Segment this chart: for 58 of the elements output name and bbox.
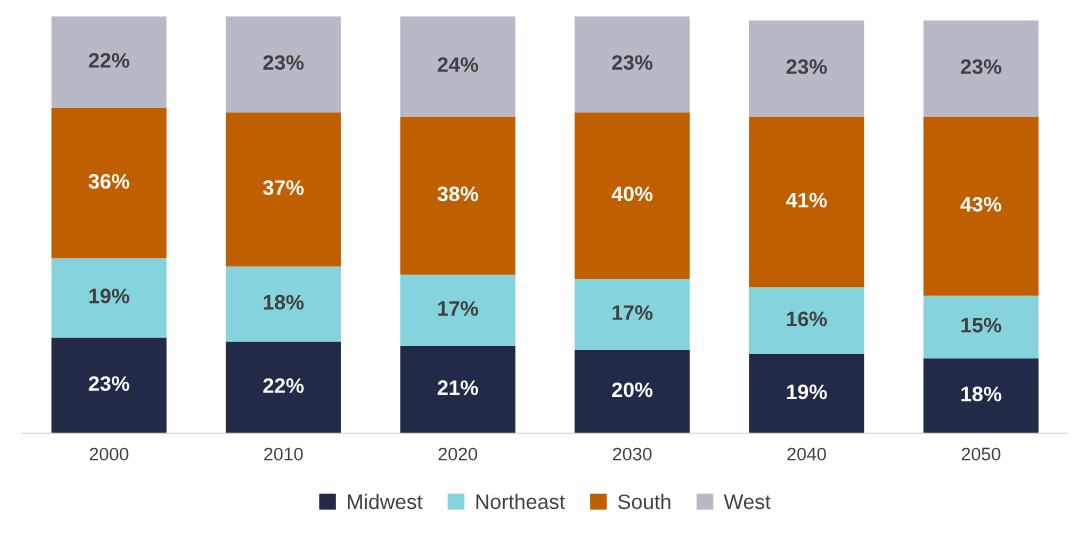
- data-label: 19%: [89, 288, 130, 304]
- bar: [51, 337, 167, 434]
- x-tick-label: 2040: [787, 447, 826, 461]
- data-label: 36%: [88, 173, 130, 189]
- bar: [749, 287, 865, 355]
- data-label: 18%: [961, 386, 1002, 402]
- data-label: 37%: [263, 180, 304, 195]
- data-label: 43%: [960, 196, 1002, 212]
- bar: [923, 20, 1039, 117]
- data-label: 22%: [88, 53, 130, 68]
- data-label: 15%: [961, 317, 1002, 333]
- data-label: 22%: [263, 378, 304, 393]
- bar: [225, 112, 341, 267]
- x-tick-label: 2010: [264, 447, 303, 461]
- data-label: 24%: [437, 57, 479, 72]
- data-label: 23%: [786, 59, 827, 75]
- data-label: 23%: [263, 55, 304, 70]
- bar: [574, 349, 690, 434]
- data-label: 16%: [787, 311, 827, 327]
- legend-label: West: [723, 494, 771, 510]
- bar: [400, 345, 516, 434]
- bar: [923, 358, 1039, 434]
- x-tick-label: 2000: [89, 447, 129, 461]
- data-label: 19%: [787, 384, 827, 400]
- bar: [923, 116, 1039, 296]
- x-tick-label: 2020: [438, 447, 478, 461]
- bar: [749, 354, 865, 434]
- bar: [923, 295, 1039, 359]
- data-label: 40%: [611, 186, 653, 202]
- bar: [400, 274, 516, 346]
- bar: [225, 16, 341, 113]
- bar: [749, 20, 865, 117]
- legend-label: Northeast: [476, 493, 565, 510]
- legend-label: Midwest: [348, 493, 423, 510]
- bar: [400, 16, 516, 117]
- bar: [574, 112, 690, 280]
- x-tick-label: 2050: [961, 447, 1001, 461]
- data-label: 20%: [612, 382, 653, 398]
- bar: [51, 108, 167, 259]
- data-label: 23%: [960, 59, 1002, 75]
- bar: [225, 266, 341, 342]
- bar: [400, 116, 516, 275]
- data-label: 23%: [612, 55, 653, 70]
- data-label: 18%: [263, 294, 304, 310]
- x-tick-label: 2030: [613, 447, 652, 461]
- bar: [51, 16, 167, 109]
- data-label: 41%: [786, 192, 827, 208]
- bar: [749, 116, 865, 288]
- data-label: 38%: [437, 186, 479, 202]
- data-label: 21%: [437, 380, 479, 396]
- data-label: 23%: [88, 376, 130, 391]
- legend-label: South: [618, 493, 671, 510]
- bar: [51, 258, 167, 338]
- data-label: 17%: [612, 305, 653, 320]
- bar: [225, 341, 341, 434]
- bar: [574, 16, 690, 113]
- data-label: 17%: [438, 301, 479, 316]
- bar: [574, 279, 690, 350]
